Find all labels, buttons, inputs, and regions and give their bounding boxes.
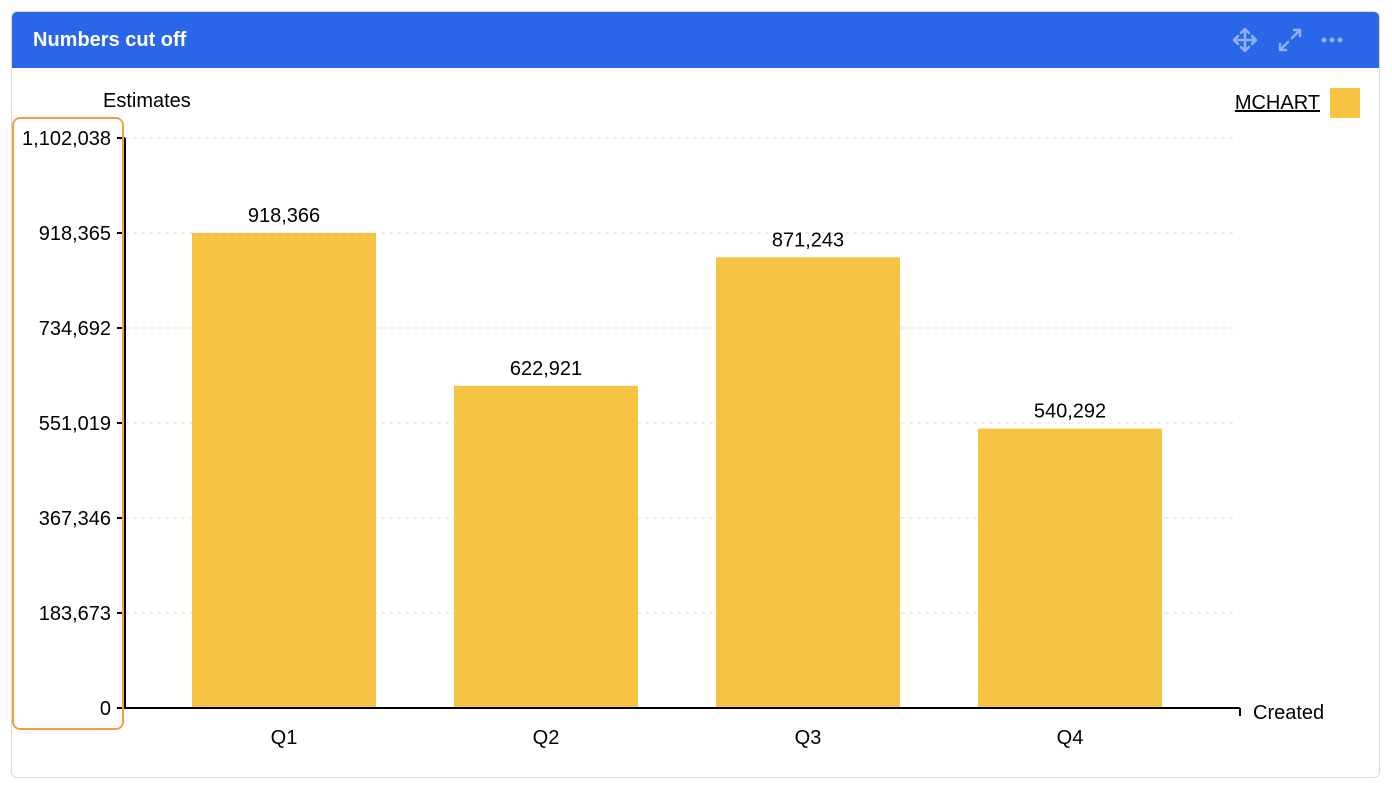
y-tick-label: 551,019 bbox=[39, 413, 111, 435]
bar-data-label: 871,243 bbox=[772, 229, 844, 251]
bar-data-label: 540,292 bbox=[1034, 401, 1106, 423]
bar-chart: 918,366 622,921 871,243 540,292 0 183,673 367… bbox=[22, 88, 1360, 749]
legend-swatch bbox=[1330, 88, 1360, 118]
y-tick-label: 367,346 bbox=[39, 508, 111, 530]
bar bbox=[454, 385, 638, 708]
bar-data-label: 622,921 bbox=[510, 358, 582, 380]
x-tick-label: Q4 bbox=[1057, 727, 1084, 749]
y-axis-label: Estimates bbox=[103, 90, 191, 112]
legend[interactable]: MCHART bbox=[1235, 88, 1360, 118]
bar-data-label: 918,366 bbox=[248, 205, 320, 227]
panel-header: Numbers cut off bbox=[12, 12, 1379, 68]
y-tick-label: 918,365 bbox=[39, 223, 111, 245]
y-tick-label: 1,102,038 bbox=[22, 128, 111, 150]
legend-label[interactable]: MCHART bbox=[1235, 92, 1320, 114]
chart-panel: 918,366 622,921 871,243 540,292 0 183,673 367… bbox=[11, 11, 1380, 778]
more-icon[interactable] bbox=[1318, 26, 1346, 54]
y-tick-label: 0 bbox=[100, 698, 111, 720]
x-tick-label: Q1 bbox=[271, 727, 298, 749]
bar bbox=[716, 257, 900, 708]
x-axis-label: Created bbox=[1253, 702, 1324, 724]
y-tick-label: 183,673 bbox=[39, 603, 111, 625]
bar bbox=[978, 428, 1162, 708]
expand-icon[interactable] bbox=[1276, 26, 1304, 54]
y-tick-label: 734,692 bbox=[39, 318, 111, 340]
bar bbox=[192, 232, 376, 708]
x-tick-label: Q2 bbox=[533, 727, 560, 749]
panel-title: Numbers cut off bbox=[33, 29, 187, 51]
move-icon[interactable] bbox=[1231, 26, 1259, 54]
x-tick-label: Q3 bbox=[795, 727, 822, 749]
